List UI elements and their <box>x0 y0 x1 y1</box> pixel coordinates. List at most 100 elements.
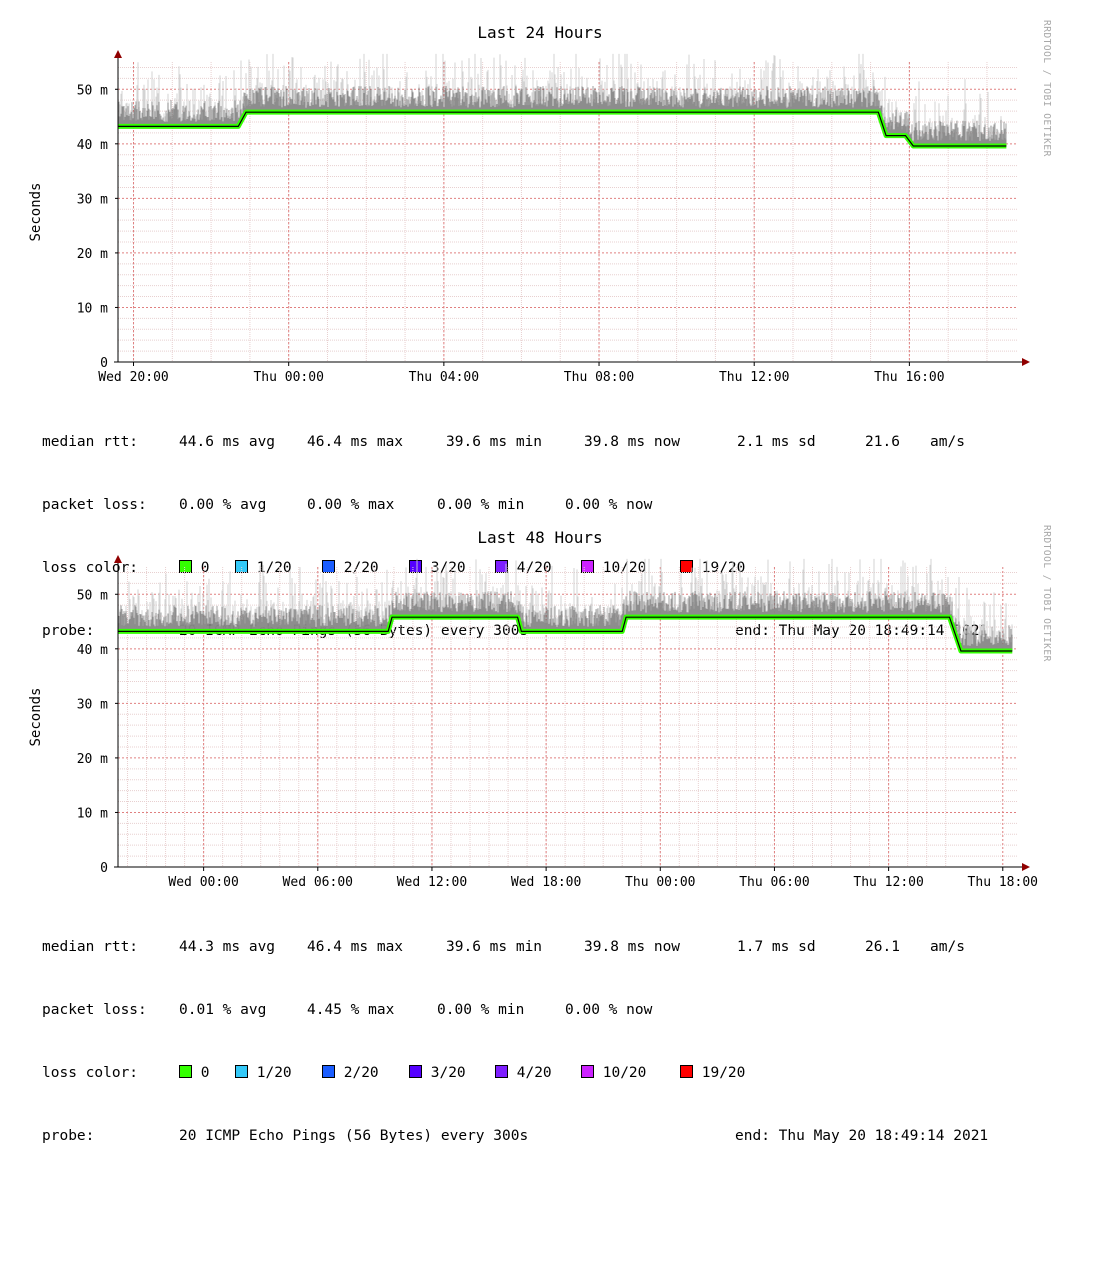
x-tick-label: Wed 20:00 <box>98 370 168 385</box>
loss-color-swatch <box>495 560 508 573</box>
y-axis-label: Seconds <box>28 182 44 241</box>
chart-title: Last 24 Hours <box>477 23 602 42</box>
median-rtt-line <box>118 616 1013 652</box>
packet-loss-avg: 0.00 % avg <box>179 497 267 513</box>
median-rtt-ams-unit: am/s <box>930 939 965 955</box>
packet-loss-row: packet loss: 0.00 % avg 0.00 % max 0.00 … <box>42 495 652 516</box>
median-loss-line <box>118 109 1007 149</box>
watermark: RRDTOOL / TOBI OETIKER <box>1041 20 1052 157</box>
x-tick-label: Wed 06:00 <box>283 875 353 890</box>
loss-color-item: 4/20 <box>495 1063 552 1084</box>
y-tick-label: 30 m <box>77 697 108 712</box>
probe-label: probe: <box>42 623 95 639</box>
chart-svg-24h: Last 24 Hours Seconds RRDTOOL / TOBI OETIK… <box>28 20 1052 385</box>
loss-color-item: 3/20 <box>409 1063 466 1084</box>
y-axis-arrow <box>114 50 122 58</box>
loss-color-swatch <box>179 560 192 573</box>
median-rtt-ams: 26.1 <box>865 939 900 955</box>
chart-title: Last 48 Hours <box>477 528 602 547</box>
packet-loss-now: 0.00 % now <box>565 497 653 513</box>
median-rtt-ams: 21.6 <box>865 434 900 450</box>
x-tick-label: Wed 12:00 <box>397 875 467 890</box>
median-rtt-avg: 44.6 ms avg <box>179 434 276 450</box>
loss-color-text: 19/20 <box>701 1065 746 1081</box>
y-tick-label: 30 m <box>77 192 108 207</box>
chart-svg-48h: Last 48 Hours Seconds RRDTOOL / TOBI OETIK… <box>28 525 1052 890</box>
x-tick-label: Thu 00:00 <box>625 875 695 890</box>
median-rtt-label: median rtt: <box>42 939 139 955</box>
loss-color-text: 0 <box>200 560 210 576</box>
y-tick-label: 40 m <box>77 643 108 658</box>
median-rtt-max: 46.4 ms max <box>307 434 404 450</box>
x-tick-label: Thu 16:00 <box>874 370 944 385</box>
loss-color-swatch <box>581 1065 594 1078</box>
loss-color-text: 2/20 <box>343 1065 379 1081</box>
packet-loss-now: 0.00 % now <box>565 1002 653 1018</box>
packet-loss-row: packet loss: 0.01 % avg 4.45 % max 0.00 … <box>42 1000 652 1021</box>
loss-color-text: 4/20 <box>516 1065 552 1081</box>
y-tick-label: 0 <box>100 356 108 371</box>
median-rtt-sd: 1.7 ms sd <box>737 939 816 955</box>
probe-label: probe: <box>42 1128 95 1144</box>
loss-color-item: 0 <box>179 558 209 579</box>
packet-loss-max: 0.00 % max <box>307 497 395 513</box>
loss-color-text: 10/20 <box>602 1065 647 1081</box>
packet-loss-min: 0.00 % min <box>437 497 525 513</box>
y-tick-label: 10 m <box>77 806 108 821</box>
median-rtt-ams-unit: am/s <box>930 434 965 450</box>
x-tick-label: Wed 18:00 <box>511 875 581 890</box>
watermark: RRDTOOL / TOBI OETIKER <box>1041 525 1052 662</box>
packet-loss-avg: 0.01 % avg <box>179 1002 267 1018</box>
loss-color-item: 0 <box>179 1063 209 1084</box>
loss-color-text: 0 <box>200 1065 210 1081</box>
x-tick-label: Thu 00:00 <box>253 370 323 385</box>
loss-color-swatch <box>680 1065 693 1078</box>
loss-color-swatch <box>409 1065 422 1078</box>
packet-loss-min: 0.00 % min <box>437 1002 525 1018</box>
packet-loss-label: packet loss: <box>42 1002 147 1018</box>
x-tick-label: Thu 18:00 <box>968 875 1038 890</box>
median-rtt-sd: 2.1 ms sd <box>737 434 816 450</box>
y-tick-label: 40 m <box>77 138 108 153</box>
loss-color-item: 10/20 <box>581 1063 646 1084</box>
y-tick-label: 10 m <box>77 301 108 316</box>
median-rtt-max: 46.4 ms max <box>307 939 404 955</box>
end-time: end: Thu May 20 18:49:14 2021 <box>735 1128 989 1144</box>
stats-block-48h: median rtt: 44.3 ms avg 46.4 ms max 39.6… <box>42 895 988 1189</box>
y-tick-label: 20 m <box>77 752 108 767</box>
x-tick-label: Thu 12:00 <box>719 370 789 385</box>
x-tick-label: Thu 04:00 <box>409 370 479 385</box>
median-rtt-avg: 44.3 ms avg <box>179 939 276 955</box>
packet-loss-max: 4.45 % max <box>307 1002 395 1018</box>
loss-color-swatch <box>409 560 422 573</box>
y-tick-label: 50 m <box>77 83 108 98</box>
x-tick-label: Thu 08:00 <box>564 370 634 385</box>
y-tick-label: 50 m <box>77 588 108 603</box>
median-rtt-now: 39.8 ms now <box>584 939 681 955</box>
loss-color-item: 1/20 <box>235 1063 292 1084</box>
loss-color-item: 19/20 <box>680 1063 745 1084</box>
loss-color-swatch <box>235 1065 248 1078</box>
chart-panel-24h: Last 24 Hours Seconds RRDTOOL / TOBI OETIK… <box>0 0 1104 639</box>
loss-color-text: 3/20 <box>430 1065 466 1081</box>
median-rtt-min: 39.6 ms min <box>446 939 543 955</box>
y-tick-label: 20 m <box>77 247 108 262</box>
packet-loss-label: packet loss: <box>42 497 147 513</box>
x-tick-label: Wed 00:00 <box>168 875 238 890</box>
loss-color-swatch <box>235 560 248 573</box>
x-tick-label: Thu 06:00 <box>739 875 809 890</box>
loss-color-text: 10/20 <box>602 560 647 576</box>
x-axis-arrow <box>1022 863 1030 871</box>
probe-row: probe: 20 ICMP Echo Pings (56 Bytes) eve… <box>42 1126 988 1147</box>
median-rtt-line <box>118 111 1007 147</box>
y-axis-arrow <box>114 555 122 563</box>
median-rtt-label: median rtt: <box>42 434 139 450</box>
median-rtt-min: 39.6 ms min <box>446 434 543 450</box>
median-rtt-now: 39.8 ms now <box>584 434 681 450</box>
loss-color-text: 1/20 <box>256 1065 292 1081</box>
median-rtt-row: median rtt: 44.6 ms avg 46.4 ms max 39.6… <box>42 432 965 453</box>
loss-color-swatch <box>495 1065 508 1078</box>
chart-panel-48h: Last 48 Hours Seconds RRDTOOL / TOBI OETIK… <box>0 505 1104 1144</box>
loss-color-label: loss color: <box>42 1065 139 1081</box>
median-rtt-row: median rtt: 44.3 ms avg 46.4 ms max 39.6… <box>42 937 965 958</box>
